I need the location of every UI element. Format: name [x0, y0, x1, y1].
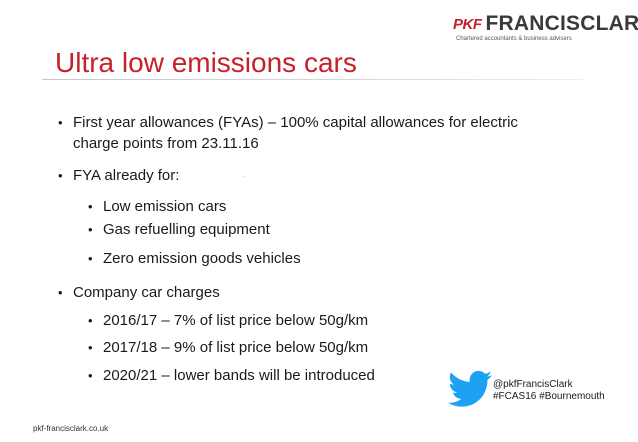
sub-bullet-low-emission: • Low emission cars	[88, 197, 227, 217]
stray-mark: .	[244, 173, 246, 179]
bullet-text: Gas refuelling equipment	[103, 221, 270, 238]
logo-name: FRANCISCLARK	[485, 12, 638, 35]
logo-tagline: Chartered accountants & business adviser…	[456, 36, 572, 42]
sub-bullet-2017-18: • 2017/18 – 9% of list price below 50g/k…	[88, 338, 369, 358]
bullet-text: First year allowances (FYAs) – 100% capi…	[73, 114, 518, 131]
bullet-dot: •	[88, 251, 93, 266]
bullet-text: charge points from 23.11.16	[73, 135, 259, 152]
bullet-dot: •	[88, 199, 93, 214]
bullet-fya: • First year allowances (FYAs) – 100% ca…	[58, 113, 518, 133]
slide-title: Ultra low emissions cars	[55, 47, 357, 78]
bullet-text: 2016/17 – 7% of list price below 50g/km	[103, 312, 369, 329]
bullet-company-car: • Company car charges	[58, 283, 220, 303]
social-info: @pkfFrancisClark #FCAS16 #Bournemouth	[493, 379, 605, 403]
twitter-bird-icon	[448, 370, 492, 407]
bullet-text: Company car charges	[73, 284, 220, 301]
bullet-fya-already: • FYA already for:	[58, 166, 180, 186]
company-logo: PKF FRANCISCLARK Chartered accountants &…	[453, 13, 638, 44]
bullet-text: 2020/21 – lower bands will be introduced	[103, 367, 375, 384]
bullet-text: Zero emission goods vehicles	[103, 250, 301, 267]
title-divider	[42, 79, 583, 80]
footer-url[interactable]: pkf-francisclark.co.uk	[33, 424, 109, 433]
sub-bullet-gas-refuelling: • Gas refuelling equipment	[88, 220, 270, 240]
sub-bullet-2016-17: • 2016/17 – 7% of list price below 50g/k…	[88, 311, 369, 331]
twitter-handle[interactable]: @pkfFrancisClark	[493, 379, 573, 390]
bullet-text: Low emission cars	[103, 198, 227, 215]
bullet-dot: •	[88, 368, 93, 383]
bullet-text: FYA already for:	[73, 167, 180, 184]
bullet-fya-continued: charge points from 23.11.16	[73, 134, 259, 154]
bullet-dot: •	[58, 115, 63, 130]
bullet-dot: •	[88, 222, 93, 237]
hashtags[interactable]: #FCAS16 #Bournemouth	[493, 391, 605, 402]
bullet-dot: •	[88, 340, 93, 355]
sub-bullet-zero-emission: • Zero emission goods vehicles	[88, 249, 301, 269]
logo-prefix: PKF	[453, 15, 482, 33]
sub-bullet-2020-21: • 2020/21 – lower bands will be introduc…	[88, 366, 375, 386]
bullet-text: 2017/18 – 9% of list price below 50g/km	[103, 339, 369, 356]
bullet-dot: •	[58, 168, 63, 183]
bullet-dot: •	[88, 313, 93, 328]
bullet-dot: •	[58, 285, 63, 300]
